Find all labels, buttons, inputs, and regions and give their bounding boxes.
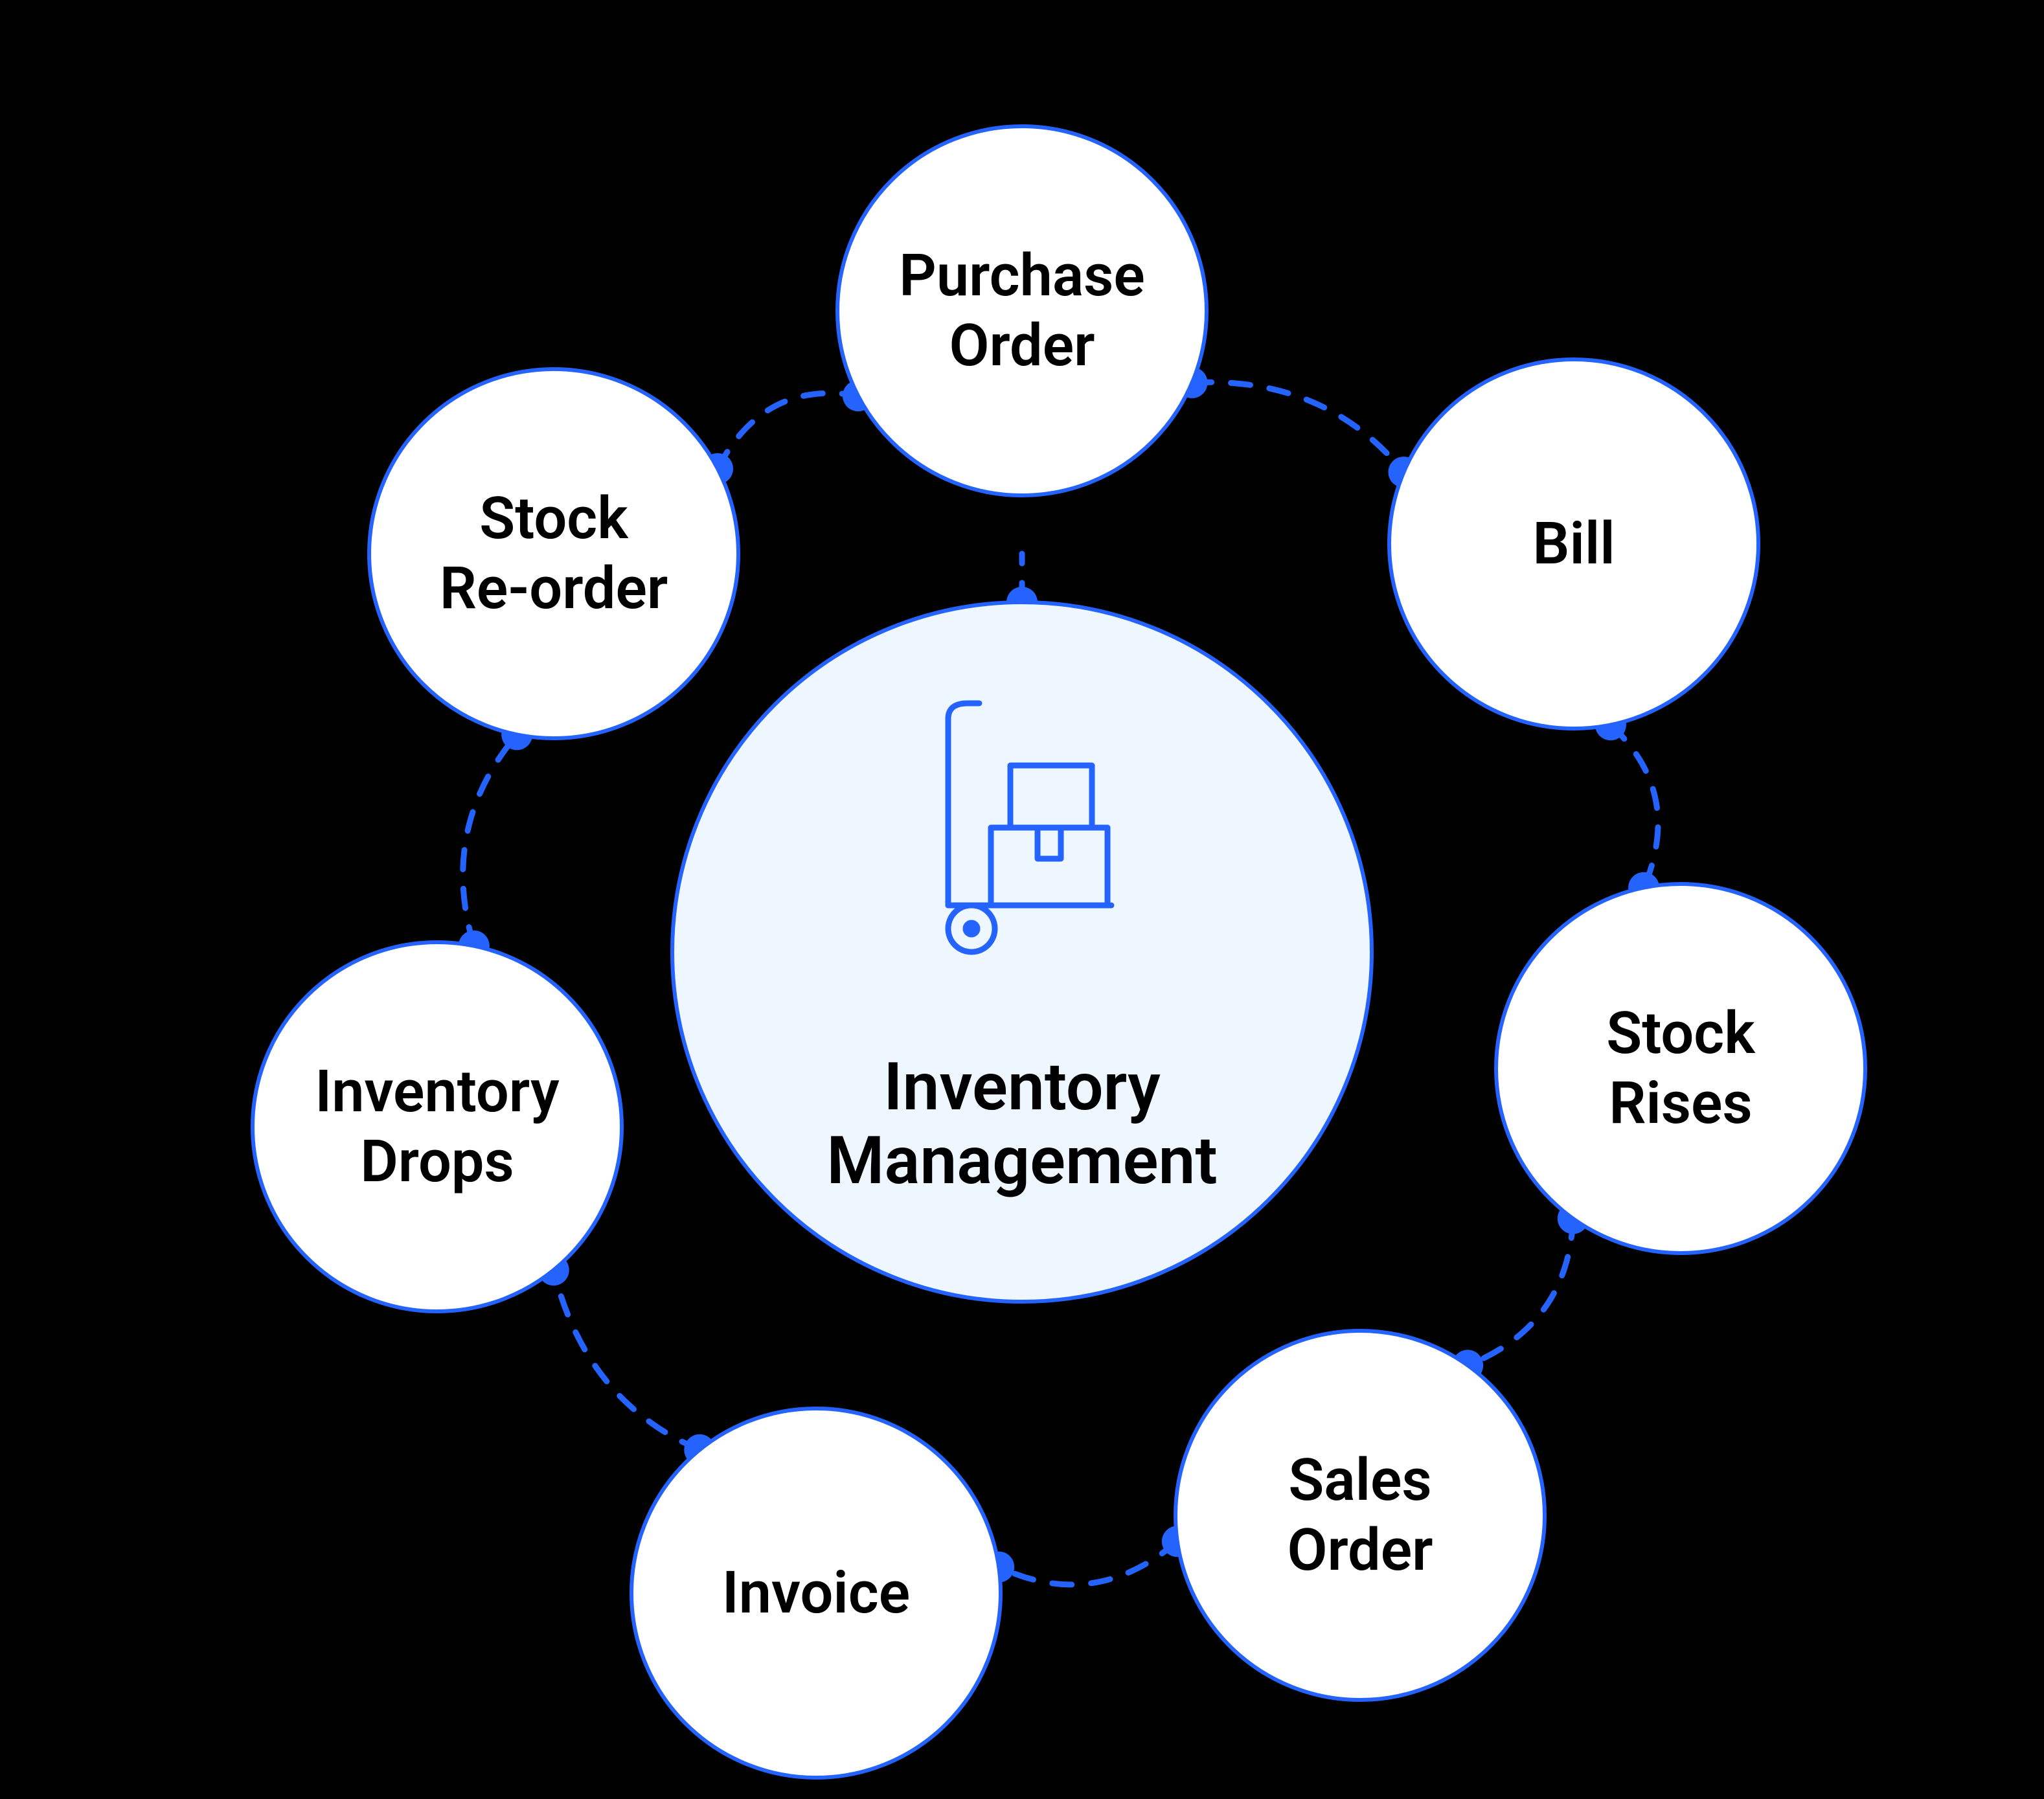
node-label1-stock-rises: Stock	[1606, 999, 1756, 1067]
connector-sales-order-to-invoice	[999, 1541, 1177, 1585]
node-label1-inventory-drops: Inventory	[315, 1058, 560, 1126]
node-label2-stock-rises: Rises	[1609, 1069, 1753, 1137]
node-label1-bill: Bill	[1532, 510, 1615, 578]
node-label1-purchase-order: Purchase	[899, 242, 1145, 310]
node-label1-sales-order: Sales	[1288, 1446, 1431, 1514]
center-node-label-line2: Management	[826, 1122, 1217, 1199]
connector-bill-to-stock-rises	[1611, 725, 1658, 887]
connector-inventory-drops-to-stock-reorder	[463, 734, 517, 945]
connector-stock-rises-to-sales-order	[1468, 1219, 1573, 1366]
node-label1-stock-reorder: Stock	[479, 484, 629, 552]
connector-stock-reorder-to-purchase-order	[718, 393, 858, 469]
node-label2-sales-order: Order	[1287, 1516, 1433, 1584]
center-layer: InventoryManagement	[672, 602, 1372, 1302]
inventory-cycle-diagram: InventoryManagementPurchaseOrderBillStoc…	[0, 0, 2044, 1799]
node-label2-inventory-drops: Drops	[360, 1127, 514, 1195]
connector-purchase-order-to-bill	[1192, 382, 1404, 472]
node-label1-invoice: Invoice	[722, 1559, 910, 1627]
connector-invoice-to-inventory-drops	[554, 1270, 700, 1450]
node-label2-purchase-order: Order	[949, 311, 1095, 379]
center-node-label-line1: Inventory	[883, 1048, 1161, 1126]
node-label2-stock-reorder: Re-order	[440, 554, 668, 622]
